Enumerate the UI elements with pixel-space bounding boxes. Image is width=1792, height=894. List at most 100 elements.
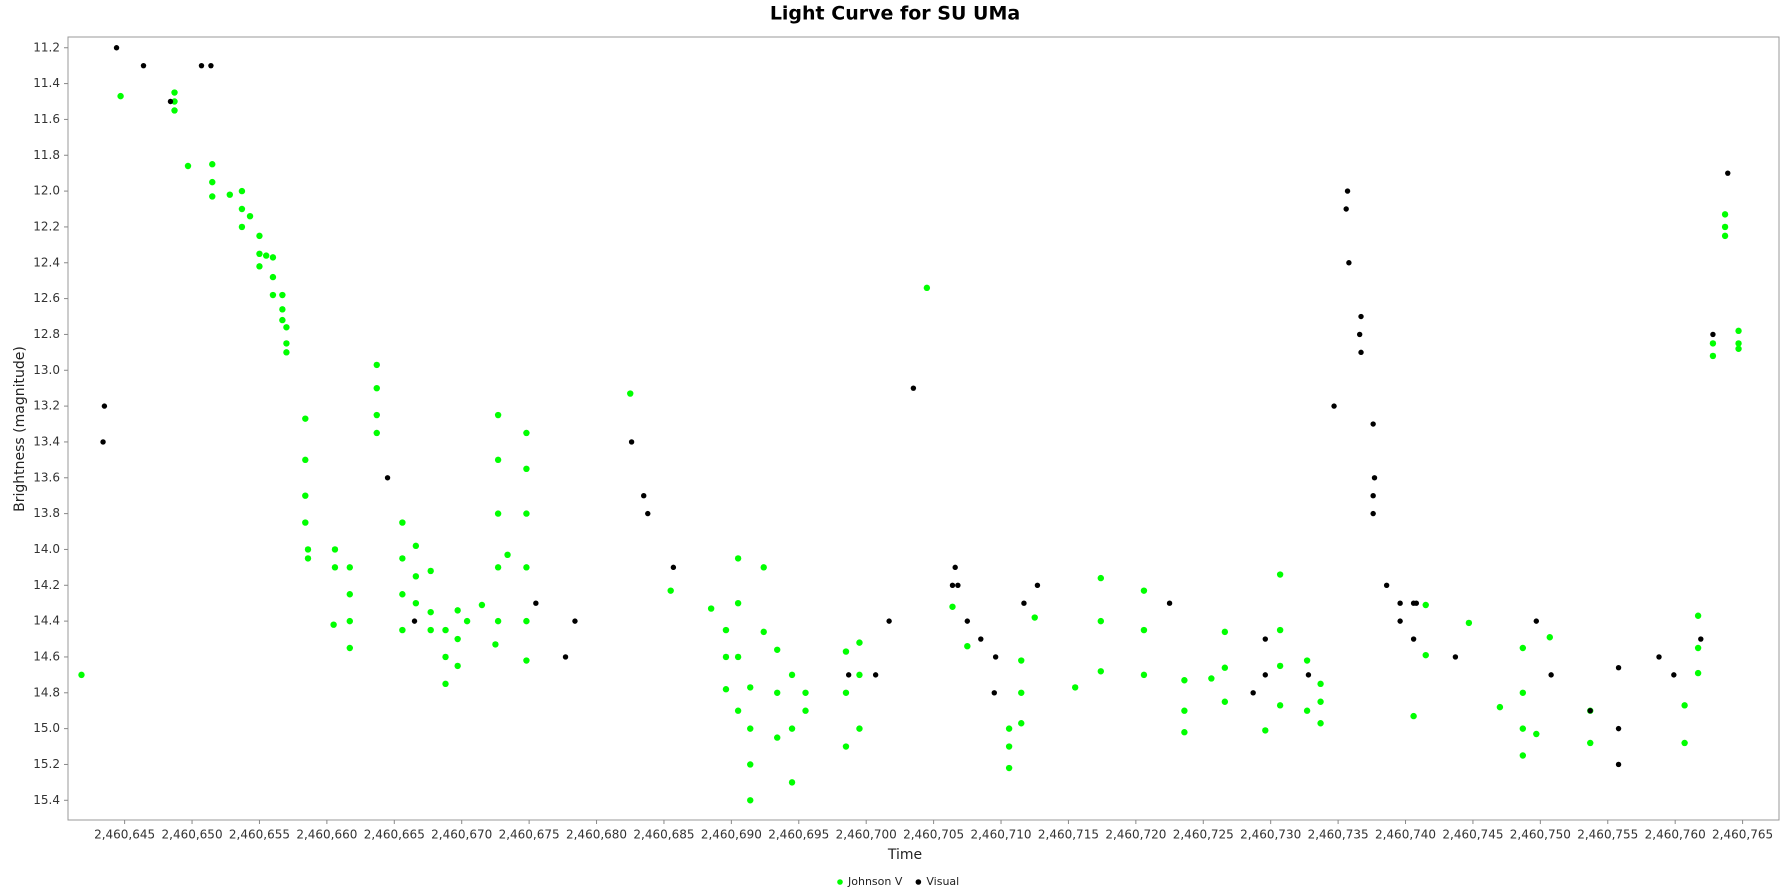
- data-point: [1181, 677, 1188, 684]
- data-point: [1397, 600, 1403, 606]
- data-point: [283, 340, 290, 347]
- y-tick-label: 13.2: [33, 399, 60, 413]
- x-tick-label: 2,460,705: [903, 828, 964, 842]
- y-tick-label: 13.4: [33, 434, 60, 448]
- data-point: [283, 349, 290, 356]
- data-point: [373, 384, 380, 392]
- data-point: [978, 636, 984, 642]
- data-point: [1276, 662, 1284, 670]
- data-point: [1698, 636, 1704, 642]
- data-point: [952, 564, 958, 571]
- data-point: [1005, 725, 1013, 732]
- data-point: [1615, 725, 1622, 732]
- data-point: [399, 519, 406, 526]
- data-point: [373, 361, 380, 369]
- data-point: [1370, 510, 1376, 517]
- data-point: [454, 662, 461, 670]
- chart-title: Light Curve for SU UMa: [770, 3, 1020, 25]
- data-point: [1735, 327, 1742, 335]
- data-point: [1496, 703, 1504, 711]
- data-point: [523, 617, 530, 625]
- data-point: [670, 564, 677, 571]
- data-point: [226, 191, 233, 198]
- data-point: [1317, 698, 1324, 705]
- data-point: [454, 635, 461, 643]
- x-tick-label: 2,460,690: [701, 828, 762, 842]
- data-point: [1533, 730, 1540, 738]
- y-tick-label: 14.0: [33, 542, 60, 556]
- data-point: [442, 626, 449, 634]
- data-point: [412, 573, 420, 580]
- data-point: [802, 689, 809, 696]
- data-point: [412, 599, 420, 607]
- y-tick-label: 15.2: [33, 757, 60, 771]
- data-point: [478, 601, 486, 609]
- data-point: [256, 232, 263, 240]
- data-point: [1410, 712, 1417, 720]
- data-point: [722, 686, 730, 693]
- data-point: [1397, 618, 1403, 624]
- data-point: [1694, 669, 1702, 677]
- data-point: [523, 657, 530, 664]
- data-point: [427, 567, 434, 575]
- y-tick-label: 11.8: [33, 148, 60, 162]
- x-tick-label: 2,460,665: [364, 828, 425, 842]
- data-point: [1034, 582, 1041, 588]
- data-point: [504, 551, 511, 559]
- data-point: [373, 411, 380, 419]
- data-point: [238, 223, 246, 231]
- data-point: [1709, 352, 1717, 360]
- data-point: [494, 456, 502, 464]
- data-point: [856, 725, 863, 732]
- x-tick-label: 2,460,740: [1375, 828, 1436, 842]
- legend-marker: [837, 879, 843, 885]
- data-point: [955, 582, 961, 588]
- legend-label: Johnson V: [847, 875, 903, 888]
- data-point: [171, 107, 178, 114]
- data-point: [1262, 636, 1268, 642]
- data-point: [373, 429, 380, 437]
- data-point: [645, 510, 651, 517]
- data-point: [269, 273, 277, 281]
- y-tick-label: 12.0: [33, 184, 60, 198]
- data-point: [734, 555, 742, 562]
- x-tick-label: 2,460,765: [1712, 828, 1773, 842]
- data-point: [722, 626, 730, 634]
- data-point: [734, 707, 742, 714]
- data-point: [330, 621, 337, 628]
- data-point: [788, 725, 796, 732]
- x-tick-label: 2,460,685: [633, 828, 694, 842]
- data-point: [734, 653, 742, 661]
- data-point: [1140, 587, 1148, 594]
- data-point: [1371, 475, 1378, 481]
- y-tick-label: 13.6: [33, 470, 60, 484]
- data-point: [886, 618, 892, 624]
- x-tick-label: 2,460,755: [1577, 828, 1638, 842]
- data-point: [1422, 601, 1429, 609]
- data-point: [269, 254, 277, 261]
- y-axis-label: Brightness (magnitude): [12, 346, 28, 512]
- data-point: [302, 492, 309, 499]
- data-point: [304, 546, 312, 553]
- data-point: [845, 672, 852, 678]
- data-point: [1681, 702, 1688, 709]
- data-point: [1546, 634, 1553, 641]
- x-tick-label: 2,460,745: [1442, 828, 1503, 842]
- data-point: [1694, 612, 1702, 619]
- data-point: [302, 456, 309, 464]
- data-point: [256, 263, 263, 270]
- x-tick-label: 2,460,660: [296, 828, 357, 842]
- data-point: [949, 582, 956, 588]
- data-point: [747, 797, 754, 804]
- data-point: [263, 252, 270, 259]
- y-tick-label: 12.2: [33, 219, 60, 233]
- data-point: [1005, 743, 1013, 750]
- data-point: [774, 689, 781, 696]
- data-point: [412, 542, 420, 550]
- data-point: [842, 648, 850, 655]
- data-point: [1533, 618, 1540, 624]
- data-point: [1343, 206, 1349, 212]
- data-point: [1181, 729, 1188, 736]
- data-point: [1097, 668, 1105, 675]
